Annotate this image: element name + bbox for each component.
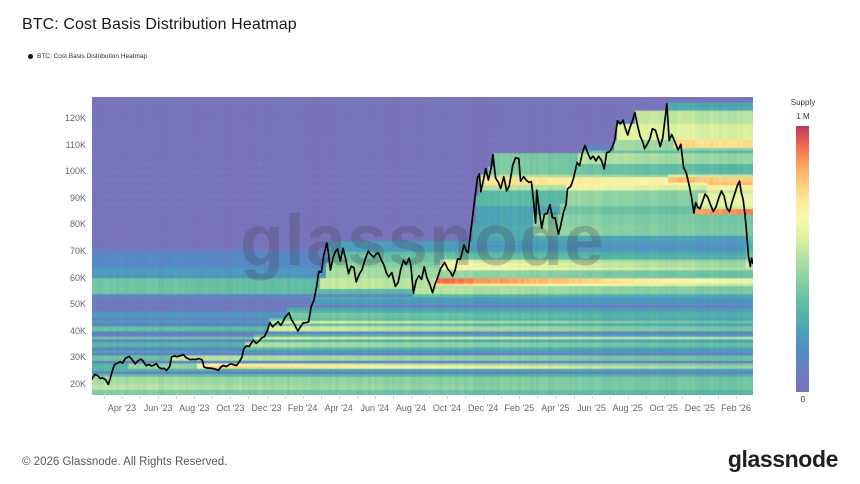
colorbar-min-label: 0 (800, 395, 806, 404)
x-tick-label: Dec '24 (468, 403, 499, 413)
price-line-layer (92, 103, 753, 386)
x-tick-label: Feb '24 (287, 403, 318, 413)
x-axis-tick-mark (302, 396, 304, 399)
x-tick-label: Jun '25 (577, 403, 606, 413)
y-tick-label: 40K (69, 325, 86, 336)
x-axis-tick-mark (429, 396, 430, 399)
x-axis-tick-mark (320, 396, 322, 399)
x-axis-tick-mark (645, 396, 647, 399)
colorbar-max-label: 1 M (796, 112, 810, 121)
x-axis-tick-mark (699, 396, 701, 399)
x-axis-tick-mark (374, 396, 376, 399)
copyright-text: © 2026 Glassnode. All Rights Reserved. (22, 456, 228, 468)
x-axis-tick-mark (103, 396, 105, 399)
x-tick-label: Aug '24 (395, 403, 427, 413)
x-axis-tick-mark (736, 396, 737, 399)
legend-label: BTC: Cost Basis Distribution Heatmap (37, 53, 148, 60)
supply-colorbar (796, 126, 809, 392)
x-axis-tick-mark (718, 396, 719, 399)
x-tick-label: Oct '24 (432, 403, 462, 413)
x-axis-tick-mark (266, 396, 268, 399)
x-axis-tick-mark (663, 396, 665, 399)
x-axis-tick-mark (356, 396, 358, 399)
x-axis-tick-mark (573, 396, 575, 399)
price-line (92, 103, 753, 386)
y-tick-label: 20K (69, 379, 86, 390)
x-tick-label: Aug '23 (179, 403, 210, 413)
x-axis-tick-mark (122, 396, 123, 399)
y-tick-label: 30K (69, 352, 86, 363)
x-axis-tick-mark (158, 396, 160, 399)
y-tick-label: 60K (69, 272, 86, 283)
x-axis-tick-mark (465, 396, 467, 399)
y-tick-label: 80K (69, 219, 86, 230)
x-tick-label: Feb '25 (504, 403, 535, 413)
y-tick-label: 70K (69, 246, 86, 257)
x-tick-label: Jun '24 (360, 403, 390, 413)
y-tick-label: 50K (69, 299, 86, 310)
x-tick-label: Aug '25 (612, 403, 643, 413)
x-axis-tick-mark (555, 396, 557, 399)
x-tick-label: Oct '23 (216, 403, 245, 413)
x-tick-label: Dec '23 (251, 403, 282, 413)
y-tick-label: 120K (64, 113, 86, 124)
x-tick-label: Jun '23 (143, 403, 173, 413)
x-tick-label: Apr '25 (541, 403, 570, 413)
y-tick-label: 100K (64, 166, 86, 177)
x-axis-tick-mark (392, 396, 394, 399)
x-axis-tick-mark (537, 396, 539, 399)
x-axis-tick-mark (194, 396, 196, 399)
x-tick-label: Feb '26 (721, 403, 751, 413)
x-axis-tick-mark (591, 396, 593, 399)
x-axis-tick-mark (627, 396, 629, 399)
x-axis-tick-mark (248, 396, 250, 399)
heatmap-plot-area[interactable]: glassnode (92, 97, 753, 395)
x-axis-tick-mark (284, 396, 286, 399)
heatmap-canvas (92, 97, 753, 395)
x-tick-label: Oct '25 (649, 403, 678, 413)
x-axis-tick-mark (501, 396, 503, 399)
x-tick-label: Dec '25 (684, 403, 715, 413)
x-axis-tick-mark (519, 396, 521, 399)
x-axis-tick-mark (140, 396, 141, 399)
x-axis-tick-mark (447, 396, 449, 399)
legend-item-btc-cbd[interactable]: BTC: Cost Basis Distribution Heatmap (28, 53, 147, 60)
legend-marker-icon (28, 54, 33, 59)
x-axis-tick-mark (681, 396, 683, 399)
x-axis-tick-mark (176, 396, 178, 399)
x-axis-tick-mark (230, 396, 232, 399)
glassnode-wordmark: glassnode (727, 446, 839, 472)
y-tick-label: 90K (69, 192, 86, 203)
x-tick-label: Apr '24 (324, 403, 353, 413)
x-axis-tick-mark (338, 396, 340, 399)
page-title: BTC: Cost Basis Distribution Heatmap (22, 16, 297, 33)
colorbar-title: Supply (790, 98, 816, 107)
x-axis-tick-mark (212, 396, 214, 399)
x-axis-tick-mark (483, 396, 485, 399)
x-tick-label: Apr '23 (107, 403, 137, 413)
x-axis-tick-mark (410, 396, 412, 399)
x-axis-tick-mark (609, 396, 611, 399)
y-tick-label: 110K (65, 139, 86, 150)
